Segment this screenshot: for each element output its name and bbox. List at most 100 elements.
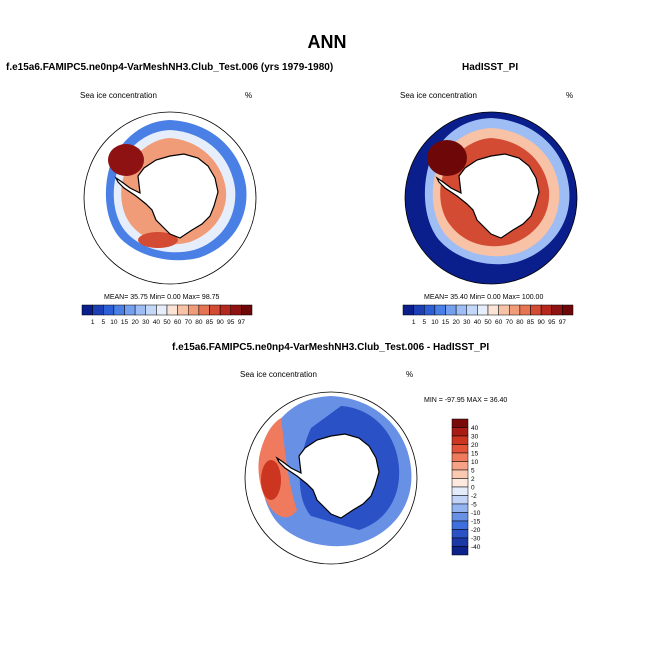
- obs-colorbar-swatch: [509, 304, 521, 316]
- obs-colorbar-tick-label: 40: [474, 319, 482, 326]
- diff-colorbar-swatch: [451, 478, 469, 488]
- obs-colorbar-tick-label: 90: [538, 319, 546, 326]
- model-colorbar-swatch: [230, 304, 242, 316]
- diff-colorbar-swatch: [451, 469, 469, 479]
- diff-colorbar-tick-label: 30: [471, 434, 479, 441]
- model-colorbar-swatch: [219, 304, 231, 316]
- obs-colorbar-swatch: [402, 304, 414, 316]
- diff-polar-map: [244, 391, 418, 565]
- obs-colorbar-tick-label: 80: [516, 319, 524, 326]
- diff-panel-title: f.e15a6.FAMIPC5.ne0np4-VarMeshNH3.Club_T…: [172, 342, 490, 353]
- model-colorbar-tick-label: 95: [227, 319, 235, 326]
- model-colorbar-tick-label: 30: [142, 319, 150, 326]
- diff-antarctica-coastline: [275, 433, 380, 519]
- obs-colorbar-swatch: [424, 304, 436, 316]
- obs-panel-title: HadISST_PI: [462, 62, 519, 73]
- model-min-value: 0.00: [167, 294, 181, 301]
- diff-variable-label: Sea ice concentration: [240, 370, 317, 379]
- model-colorbar-swatch: [103, 304, 115, 316]
- obs-colorbar-tick-label: 30: [463, 319, 471, 326]
- obs-colorbar-swatch: [540, 304, 552, 316]
- obs-units-label: %: [566, 91, 574, 100]
- model-colorbar-swatch: [166, 304, 178, 316]
- model-colorbar-tick-label: 97: [238, 319, 246, 326]
- model-colorbar-tick-label: 10: [110, 319, 118, 326]
- diff-colorbar-tick-label: 15: [471, 451, 479, 458]
- diff-colorbar-tick-label: -40: [471, 544, 481, 551]
- model-colorbar-tick-label: 90: [217, 319, 225, 326]
- diff-colorbar-swatch: [451, 461, 469, 471]
- diff-colorbar-swatch: [451, 452, 469, 462]
- diff-max-value: 36.40: [489, 397, 508, 404]
- obs-map-border: [404, 111, 578, 285]
- model-colorbar-tick-label: 60: [174, 319, 182, 326]
- diff-max-label: MAX =: [466, 397, 488, 404]
- diff-colorbar-swatch: [451, 435, 469, 445]
- model-colorbar-tick-label: 40: [153, 319, 161, 326]
- model-antarctica-coastline: [114, 153, 219, 239]
- obs-variable-label: Sea ice concentration: [400, 91, 477, 100]
- obs-colorbar-swatch: [466, 304, 478, 316]
- obs-colorbar-swatch: [487, 304, 499, 316]
- model-min-label: Min=: [149, 294, 166, 301]
- figure-title: ANN: [307, 32, 347, 52]
- obs-colorbar-swatch: [455, 304, 467, 316]
- model-weddell-ice-max: [108, 144, 144, 176]
- model-colorbar-tick-label: 1: [91, 319, 95, 326]
- model-mean-value: 35.75: [130, 294, 148, 301]
- model-variable-label: Sea ice concentration: [80, 91, 157, 100]
- diff-colorbar-tick-label: -10: [471, 510, 481, 517]
- model-colorbar-swatch: [134, 304, 146, 316]
- diff-colorbar-swatch: [451, 495, 469, 505]
- obs-mean-value: 35.40: [450, 294, 468, 301]
- diff-stats: MIN = -97.95 MAX = 36.40: [424, 397, 507, 404]
- obs-colorbar-swatch: [413, 304, 425, 316]
- model-colorbar-tick-label: 20: [132, 319, 140, 326]
- model-colorbar-swatch: [198, 304, 210, 316]
- diff-colorbar-tick-label: -30: [471, 536, 481, 543]
- model-colorbar-tick-label: 5: [101, 319, 105, 326]
- obs-colorbar-tick-label: 97: [559, 319, 567, 326]
- obs-colorbar-swatch: [519, 304, 531, 316]
- diff-positive-bias-peak: [261, 460, 281, 500]
- obs-colorbar-swatch: [445, 304, 457, 316]
- diff-colorbar-swatch: [451, 546, 469, 556]
- diff-map-border: [244, 391, 418, 565]
- obs-colorbar-tick-label: 70: [506, 319, 514, 326]
- obs-min-label: Min=: [469, 294, 486, 301]
- model-colorbar-swatch: [81, 304, 93, 316]
- diff-colorbar-swatch: [451, 503, 469, 513]
- model-map-border: [83, 111, 257, 285]
- model-stats: MEAN= 35.75 Min= 0.00 Max= 98.75: [104, 294, 219, 301]
- obs-colorbar: 1 5 10 15 20 30 40 50 60 70 80 85 90 95 97: [402, 304, 574, 326]
- obs-stats: MEAN= 35.40 Min= 0.00 Max= 100.00: [424, 294, 543, 301]
- diff-colorbar-tick-label: 20: [471, 442, 479, 449]
- obs-colorbar-tick-label: 20: [453, 319, 461, 326]
- model-colorbar-tick-label: 85: [206, 319, 214, 326]
- obs-weddell-ice-max: [427, 140, 467, 176]
- diff-colorbar-swatch: [451, 486, 469, 496]
- obs-antarctica-coastline: [435, 153, 540, 239]
- obs-mean-label: MEAN=: [424, 294, 449, 301]
- obs-colorbar-swatch: [530, 304, 542, 316]
- model-colorbar-swatch: [145, 304, 157, 316]
- obs-colorbar-swatch: [434, 304, 446, 316]
- diff-colorbar-tick-label: 10: [471, 459, 479, 466]
- diff-colorbar-swatch: [451, 529, 469, 539]
- diff-colorbar-swatch: [451, 418, 469, 428]
- obs-max-label: Max=: [502, 294, 520, 301]
- diff-colorbar-swatch: [451, 520, 469, 530]
- model-mean-label: MEAN=: [104, 294, 129, 301]
- diff-colorbar-tick-label: 0: [471, 485, 475, 492]
- diff-colorbar-tick-label: -2: [471, 493, 477, 500]
- model-max-value: 98.75: [201, 294, 220, 301]
- obs-colorbar-swatch: [477, 304, 489, 316]
- diff-min-value: -97.95: [444, 397, 465, 404]
- diff-units-label: %: [406, 370, 414, 379]
- model-colorbar: 1 5 10 15 20 30 40 50 60 70 80 85 90 95 97: [81, 304, 253, 326]
- obs-polar-map: [404, 111, 578, 285]
- obs-min-value: 0.00: [487, 294, 501, 301]
- model-colorbar-swatch: [124, 304, 136, 316]
- diff-colorbar-swatch: [451, 512, 469, 522]
